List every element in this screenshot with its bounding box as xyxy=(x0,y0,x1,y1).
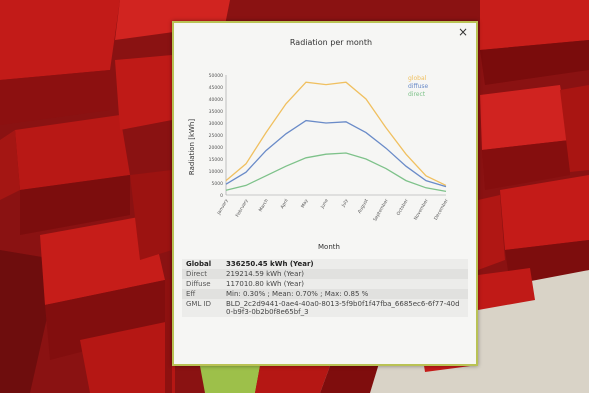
x-tick-label: May xyxy=(300,198,310,209)
x-tick-label: June xyxy=(319,198,330,211)
diffuse-value: 117010.80 kWh (Year) xyxy=(226,280,304,288)
y-tick-label: 0 xyxy=(220,193,223,199)
x-tick-label: October xyxy=(396,198,410,217)
x-axis: January February March April May June July Augu… xyxy=(216,194,450,223)
y-tick-label: 35000 xyxy=(209,109,223,115)
y-tick-label: 40000 xyxy=(209,97,223,103)
direct-row: Direct 219214.59 kWh (Year) xyxy=(182,269,468,279)
direct-value: 219214.59 kWh (Year) xyxy=(226,270,304,278)
series-lines xyxy=(225,81,447,193)
series-line-global xyxy=(225,81,447,186)
y-axis: 0 5000 10000 15000 20000 25000 30000 35000 40000… xyxy=(209,73,227,199)
x-tick-label: April xyxy=(279,198,289,210)
legend-item-diffuse: diffuse xyxy=(408,83,429,90)
eff-row: Eff Min: 0.30% ; Mean: 0.70% ; Max: 0.85… xyxy=(182,289,468,299)
chart-title: Radiation per month xyxy=(290,38,372,47)
y-tick-label: 25000 xyxy=(209,133,223,139)
eff-label: Eff xyxy=(186,290,196,298)
gml-row: GML ID BLD_2c2d9441-0ae4-40a0-8013-5f9b0… xyxy=(182,299,468,317)
radiation-chart: Radiation per month Radiation [kWh] Mont… xyxy=(188,38,450,251)
y-tick-label: 30000 xyxy=(209,121,223,127)
eff-value: Min: 0.30% ; Mean: 0.70% ; Max: 0.85 % xyxy=(226,290,369,298)
x-tick-label: December xyxy=(433,198,450,221)
global-row: Global 336250.45 kWh (Year) xyxy=(182,259,468,269)
legend-item-global: global xyxy=(408,75,427,82)
x-tick-label: March xyxy=(258,198,270,213)
series-line-diffuse xyxy=(225,119,447,188)
y-tick-label: 45000 xyxy=(209,85,223,91)
gml-value: BLD_2c2d9441-0ae4-40a0-8013-5f9b0f1f47fb… xyxy=(226,300,460,316)
y-tick-label: 50000 xyxy=(209,73,223,79)
y-tick-label: 10000 xyxy=(209,169,223,175)
close-icon[interactable]: × xyxy=(457,25,468,39)
direct-label: Direct xyxy=(186,270,207,278)
diffuse-label: Diffuse xyxy=(186,280,211,288)
legend-item-direct: direct xyxy=(408,91,426,98)
y-axis-label: Radiation [kWh] xyxy=(188,119,196,175)
y-tick-label: 15000 xyxy=(209,157,223,163)
x-tick-label: February xyxy=(235,198,250,219)
x-tick-label: August xyxy=(357,198,370,215)
global-value: 336250.45 kWh (Year) xyxy=(226,260,314,268)
diffuse-row: Diffuse 117010.80 kWh (Year) xyxy=(182,279,468,289)
x-axis-label: Month xyxy=(318,243,340,251)
series-line-direct xyxy=(225,152,447,193)
y-tick-label: 5000 xyxy=(212,181,224,187)
gml-label: GML ID xyxy=(186,300,212,308)
x-tick-label: July xyxy=(340,198,350,209)
x-tick-label: January xyxy=(216,198,230,217)
radiation-popup: × Radiation per month Radiation [kWh] Mo… xyxy=(172,21,478,366)
y-tick-label: 20000 xyxy=(209,145,223,151)
info-table: Global 336250.45 kWh (Year) Direct 21921… xyxy=(182,259,468,317)
x-tick-label: November xyxy=(413,198,430,221)
x-tick-label: September xyxy=(372,198,390,223)
global-label: Global xyxy=(186,260,212,268)
